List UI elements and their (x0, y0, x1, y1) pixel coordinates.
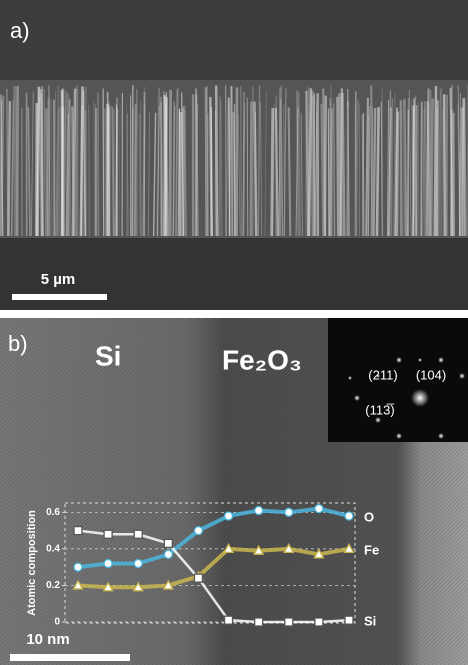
y-tick-label: 0.6 (46, 507, 60, 518)
diffraction-spot (396, 433, 402, 439)
nanowire (81, 105, 82, 236)
marker (285, 618, 293, 626)
region-label: Fe₂O₃ (222, 344, 302, 375)
scale-bar (10, 654, 130, 661)
series-label: Si (364, 614, 376, 629)
nanowire (397, 112, 398, 236)
nanowire (374, 108, 376, 236)
marker (225, 616, 233, 624)
nanowire (272, 108, 273, 236)
nanowire (330, 98, 331, 236)
series-label: O (364, 509, 374, 524)
diffraction-spot (411, 389, 429, 407)
diffraction-spot (418, 358, 422, 362)
nanowire (105, 108, 106, 236)
nanowire (229, 97, 230, 236)
nanowire (112, 107, 113, 236)
y-axis-label: Atomic composition (26, 510, 38, 616)
marker (194, 527, 202, 535)
panel-label: a) (10, 18, 30, 43)
marker (255, 506, 263, 514)
diffraction-spot (375, 417, 381, 423)
nanowire (103, 89, 104, 236)
panel-label: b) (8, 331, 28, 356)
scale-bar-label: 10 nm (26, 631, 69, 648)
marker (134, 560, 142, 568)
nanowire (38, 87, 39, 236)
page: {"panel_a": {"label": "a)", "scale_bar":… (0, 0, 468, 665)
nanowire (377, 107, 379, 236)
diffraction-index: (104) (416, 367, 446, 382)
marker (74, 563, 82, 571)
y-tick-label: 0.2 (46, 580, 60, 591)
diffraction-spot (354, 395, 360, 401)
diffraction-spot (459, 373, 465, 379)
marker (315, 618, 323, 626)
diffraction-spot (348, 376, 352, 380)
panel-a: a) 5 µm (0, 0, 468, 310)
diffraction-spot (396, 357, 402, 363)
y-tick-label: 0.4 (46, 544, 60, 555)
nanowire (464, 98, 465, 236)
marker (345, 512, 353, 520)
marker (285, 508, 293, 516)
nanowire (8, 101, 9, 236)
marker (225, 512, 233, 520)
diffraction-spot (438, 357, 444, 363)
marker (164, 550, 172, 558)
marker (315, 505, 323, 513)
nanowire (98, 92, 99, 236)
nanowire (141, 100, 142, 236)
nanowire (221, 101, 222, 236)
nanowire (216, 86, 217, 236)
marker (164, 539, 172, 547)
nanowire (219, 96, 220, 236)
nanowire (135, 104, 136, 236)
marker (345, 616, 353, 624)
region-label: Si (95, 340, 121, 371)
diffraction-index: (113̅) (365, 402, 394, 417)
nanowire (316, 101, 317, 236)
nanowire (232, 86, 233, 236)
nanowire (306, 91, 307, 236)
marker (194, 574, 202, 582)
nanowire (62, 90, 63, 236)
nanowire (206, 87, 207, 236)
nanowire (421, 102, 422, 236)
marker (104, 560, 112, 568)
figure: a) 5 µm (211) (104) (113̅) b) Si Fe₂O₃ 1… (0, 0, 468, 665)
panel-b: (211) (104) (113̅) b) Si Fe₂O₃ 10 nm (0, 318, 468, 665)
nanowire (444, 95, 445, 236)
diffraction-spot (438, 433, 444, 439)
nanowire (435, 86, 436, 236)
nanowire (251, 101, 252, 236)
nanowire (337, 97, 338, 236)
series-label: Fe (364, 542, 379, 557)
marker (134, 530, 142, 538)
nanowire (46, 108, 47, 236)
nanowire (328, 108, 329, 236)
marker (74, 527, 82, 535)
scale-bar-label: 5 µm (41, 271, 76, 288)
diffraction-inset (328, 318, 468, 442)
nanowire (89, 104, 90, 236)
nanowire (241, 86, 242, 236)
marker (255, 618, 263, 626)
nanowire (437, 100, 438, 236)
nanowire (132, 85, 133, 236)
nanowire (313, 96, 314, 236)
nanowire (325, 96, 326, 236)
scale-bar (12, 294, 107, 300)
nanowire (210, 97, 211, 236)
y-tick-label: 0 (54, 617, 60, 628)
marker (104, 530, 112, 538)
nanowire (453, 113, 454, 236)
diffraction-index: (211) (368, 367, 397, 382)
nanowire (51, 99, 52, 236)
nanowire (17, 86, 18, 236)
